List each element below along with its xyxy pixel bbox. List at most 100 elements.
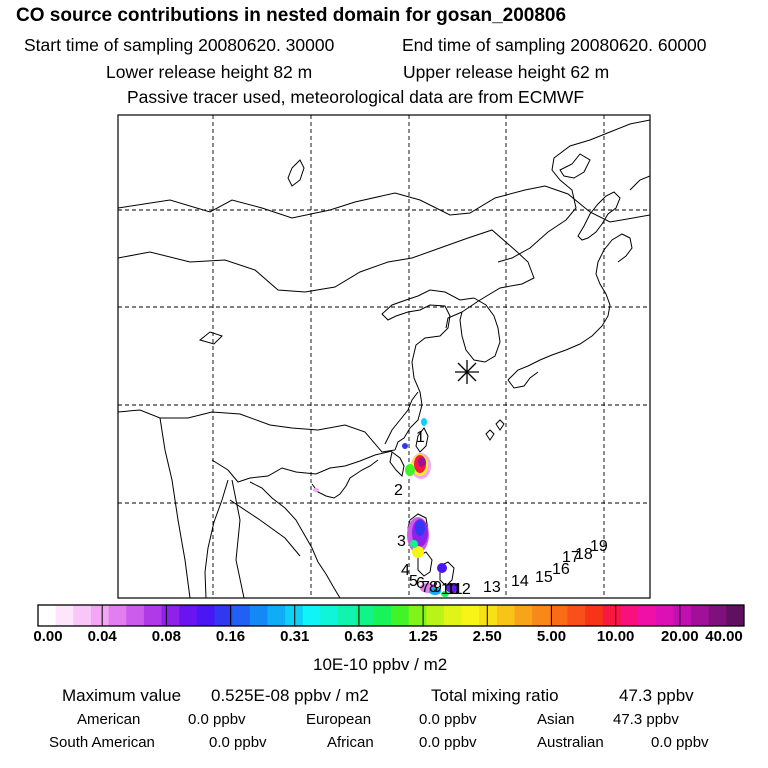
trajectory-label: 19 (590, 538, 608, 555)
trajectory-label: 9 (433, 579, 442, 596)
trajectory-label: 4 (401, 562, 410, 579)
trajectory-label: 2 (394, 482, 403, 499)
concentration-field (313, 418, 458, 597)
colorbar-swatch (90, 605, 109, 626)
colorbar-swatch (373, 605, 392, 626)
trajectory-label: 8 (429, 579, 438, 596)
colorbar-swatch (196, 605, 215, 626)
colorbar-swatch (549, 605, 568, 626)
colorbar-swatch (532, 605, 551, 626)
colorbar-swatch (214, 605, 233, 626)
region-name: American (77, 711, 141, 728)
receptor-asterisk-icon (455, 360, 479, 384)
colorbar-tick-label: 0.08 (151, 628, 181, 645)
region-name: European (306, 711, 372, 728)
region-value: 0.0 ppbv (651, 734, 709, 751)
colorbar-swatch (338, 605, 357, 626)
colorbar-swatch (302, 605, 321, 626)
colorbar-swatch (320, 605, 339, 626)
region-value: 47.3 ppbv (613, 711, 679, 728)
colorbar-tick-label: 20.00 (661, 628, 699, 645)
colorbar-swatch (426, 605, 445, 626)
trajectory-label: 3 (397, 533, 406, 550)
start-time-label: Start time of sampling 20080620. 30000 (24, 35, 335, 55)
trajectory-label: 13 (483, 579, 501, 596)
colorbar-tick-label: 0.16 (215, 628, 246, 645)
colorbar-tick-label: 0.00 (33, 628, 63, 645)
colorbar-frame (37, 604, 745, 627)
colorbar-tick-label: 1.25 (408, 628, 438, 645)
colorbar-tick-label: 0.04 (87, 628, 117, 645)
lower-release-label: Lower release height 82 m (106, 62, 313, 82)
colorbar-swatch (267, 605, 286, 626)
country-boundaries (118, 185, 650, 598)
colorbar-unit: 10E-10 ppbv / m2 (313, 655, 448, 674)
colorbar-swatch (602, 605, 621, 626)
region-name: Australian (537, 734, 604, 751)
colorbar-tick-label: 0.63 (344, 628, 374, 645)
figure-title: CO source contributions in nested domain… (16, 5, 567, 26)
colorbar-swatch (355, 605, 374, 626)
total-mixing-label: Total mixing ratio (431, 686, 559, 705)
colorbar (37, 604, 745, 627)
colorbar-swatch (726, 605, 745, 626)
tracer-note: Passive tracer used, meteorological data… (127, 87, 585, 107)
colorbar-tick-label: 40.00 (705, 628, 743, 645)
colorbar-swatch (408, 605, 427, 626)
colorbar-swatch (514, 605, 533, 626)
total-mixing-value: 47.3 ppbv (619, 686, 694, 705)
region-value: 0.0 ppbv (188, 711, 246, 728)
colorbar-swatch (443, 605, 462, 626)
upper-release-label: Upper release height 62 m (403, 62, 610, 82)
colorbar-swatch (638, 605, 657, 626)
region-value: 0.0 ppbv (209, 734, 267, 751)
colorbar-swatch (285, 605, 304, 626)
max-value-label: Maximum value (62, 686, 182, 705)
colorbar-swatch (73, 605, 92, 626)
trajectory-label: 5 (409, 573, 418, 590)
trajectory-label: 12 (453, 581, 471, 598)
colorbar-swatch (496, 605, 515, 626)
colorbar-swatch (708, 605, 727, 626)
trajectory-label: 7 (421, 579, 430, 596)
region-name: South American (49, 734, 155, 751)
trajectory-label: 16 (552, 561, 570, 578)
colorbar-swatch (161, 605, 180, 626)
colorbar-swatch (126, 605, 145, 626)
trajectory-label: 15 (535, 569, 553, 586)
map-frame (117, 114, 651, 599)
colorbar-swatch (479, 605, 498, 626)
trajectory-label: 14 (511, 573, 529, 590)
max-value: 0.525E-08 ppbv / m2 (211, 686, 369, 705)
region-value: 0.0 ppbv (419, 711, 477, 728)
colorbar-tick-label: 0.31 (280, 628, 310, 645)
colorbar-swatch (391, 605, 410, 626)
region-name: Asian (537, 711, 575, 728)
colorbar-swatch (691, 605, 710, 626)
colorbar-swatch (249, 605, 268, 626)
colorbar-tick-label: 10.00 (596, 628, 635, 645)
trajectory-label: 10 (441, 581, 459, 598)
colorbar-swatch (620, 605, 639, 626)
colorbar-tick-label: 5.00 (536, 628, 567, 645)
colorbar-swatch (55, 605, 74, 626)
end-time-label: End time of sampling 20080620. 60000 (402, 35, 707, 55)
trajectory-label: 18 (575, 546, 593, 563)
colorbar-swatch (655, 605, 674, 626)
region-name: African (327, 734, 374, 751)
coastlines (198, 119, 650, 598)
colorbar-swatch (179, 605, 198, 626)
colorbar-swatch (232, 605, 251, 626)
trajectory-label: 1 (416, 429, 425, 446)
colorbar-swatch (567, 605, 586, 626)
colorbar-swatch (585, 605, 604, 626)
trajectory-label: 6 (416, 575, 425, 592)
region-value: 0.0 ppbv (419, 734, 477, 751)
colorbar-swatch (108, 605, 127, 626)
colorbar-swatch (143, 605, 162, 626)
lat-lon-grid (118, 115, 650, 598)
trajectory-label: 11 (446, 581, 463, 598)
trajectory-label: 17 (562, 549, 580, 566)
colorbar-swatch (673, 605, 692, 626)
